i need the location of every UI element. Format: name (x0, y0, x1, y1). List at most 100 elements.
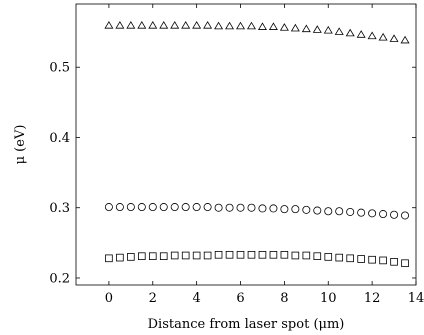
series-circle (104, 203, 410, 220)
circle-point (115, 203, 124, 212)
circle-point (324, 207, 333, 216)
triangle-point (400, 35, 410, 44)
x-tick-label: 6 (236, 291, 244, 306)
series-triangle (104, 20, 410, 44)
circle-point (280, 205, 289, 214)
square-point (159, 252, 168, 260)
circle-point (335, 207, 344, 216)
triangle-point (334, 27, 344, 35)
triangle-point (126, 20, 136, 29)
x-tick-label: 8 (280, 291, 288, 306)
triangle-point (345, 28, 355, 37)
square-point (127, 253, 135, 261)
circle-point (269, 204, 278, 213)
square-point (258, 250, 267, 259)
square-point (116, 253, 124, 262)
square-point (105, 254, 113, 263)
triangle-point (115, 20, 125, 29)
square-point (357, 255, 365, 263)
square-point (138, 252, 146, 260)
square-point (247, 250, 256, 259)
plot-frame (75, 3, 417, 286)
x-tick-label: 10 (320, 291, 337, 306)
x-tick-label: 14 (408, 291, 424, 306)
circle-point (291, 205, 300, 214)
circle-point (302, 205, 311, 214)
triangle-point (192, 20, 202, 29)
triangle-point (378, 32, 388, 41)
x-tick-label: 0 (105, 291, 113, 306)
circle-point (390, 210, 399, 219)
triangle-point (170, 20, 180, 29)
square-point (203, 251, 212, 260)
triangle-point (214, 21, 224, 30)
square-point (291, 251, 300, 260)
square-point (269, 250, 278, 259)
circle-point (159, 203, 168, 212)
square-point (368, 255, 376, 264)
circle-point (401, 211, 410, 220)
x-axis-label: Distance from laser spot (μm) (148, 317, 345, 332)
circle-point (148, 203, 157, 212)
y-tick-label: 0.2 (49, 271, 70, 286)
triangle-point (290, 23, 300, 32)
y-tick-label: 0.4 (49, 131, 70, 146)
square-point (236, 250, 245, 259)
y-axis-label: μ (eV) (13, 125, 28, 165)
square-point (313, 252, 322, 260)
y-tick-label: 0.5 (49, 61, 70, 76)
circle-point (203, 203, 212, 212)
square-point (170, 251, 179, 260)
square-point (346, 254, 354, 263)
circle-point (313, 206, 322, 215)
triangle-point (323, 25, 333, 34)
square-point (225, 250, 234, 259)
square-point (302, 251, 311, 260)
circle-point (247, 203, 256, 212)
square-point (390, 258, 398, 266)
circle-point (137, 203, 146, 212)
square-point (181, 251, 190, 260)
x-axis: 0 2 4 6 8 10 12 14 (105, 4, 424, 306)
triangle-point (301, 24, 311, 33)
circle-point (236, 203, 245, 212)
circle-point (346, 207, 355, 216)
x-tick-label: 2 (149, 291, 157, 306)
triangle-point (268, 22, 278, 30)
square-point (280, 250, 289, 259)
circle-point (258, 204, 267, 213)
triangle-point (279, 23, 289, 31)
circle-point (181, 203, 190, 212)
square-point (192, 251, 201, 260)
y-tick-label: 0.3 (49, 201, 70, 216)
triangle-point (356, 30, 366, 38)
x-tick-label: 4 (193, 291, 201, 306)
data-points (104, 20, 410, 268)
square-point (214, 250, 223, 259)
triangle-point (159, 20, 169, 29)
triangle-point (367, 31, 377, 40)
triangle-point (246, 21, 256, 30)
circle-point (357, 208, 366, 217)
square-point (324, 253, 333, 261)
circle-point (368, 209, 377, 218)
triangle-point (257, 22, 267, 30)
triangle-point (148, 20, 158, 29)
triangle-point (225, 21, 235, 30)
square-point (335, 253, 344, 262)
circle-point (225, 203, 234, 212)
circle-point (192, 203, 201, 212)
x-tick-label: 12 (364, 291, 381, 306)
square-point (401, 259, 409, 268)
circle-point (379, 210, 388, 219)
triangle-point (181, 20, 191, 29)
triangle-point (137, 20, 147, 29)
circle-point (170, 203, 179, 212)
triangle-point (389, 34, 399, 42)
triangle-point (236, 21, 246, 30)
series-square (105, 250, 409, 268)
circle-point (214, 203, 223, 212)
triangle-point (312, 25, 322, 33)
square-point (379, 256, 387, 265)
